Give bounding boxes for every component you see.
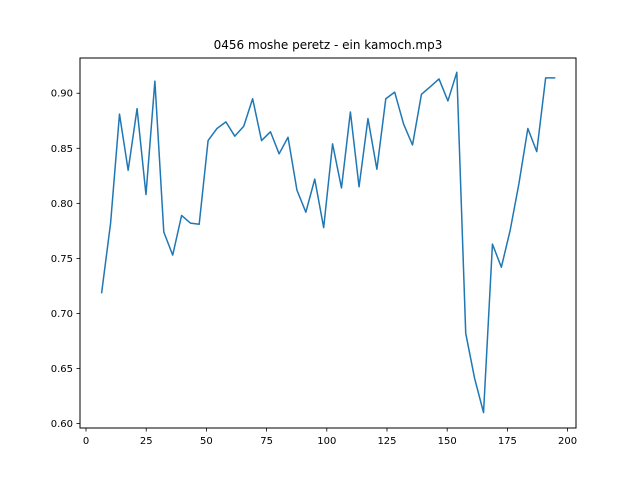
x-tick-label: 100 bbox=[317, 436, 336, 447]
data-layer bbox=[100, 71, 556, 414]
plot-frame bbox=[79, 57, 577, 429]
x-tick-label: 175 bbox=[498, 436, 517, 447]
y-tick-label: 0.60 bbox=[51, 419, 73, 430]
x-tick-label: 200 bbox=[558, 436, 577, 447]
y-tick-label: 0.65 bbox=[51, 364, 73, 375]
y-tick-label: 0.85 bbox=[51, 144, 73, 155]
x-tick-label: 0 bbox=[83, 436, 89, 447]
axes-layer: 0 25 50 75 100 125 150 175 200 0.60 0.65 0.70 0.75 0.… bbox=[51, 89, 577, 447]
y-tick-label: 0.70 bbox=[51, 309, 73, 320]
y-tick-label: 0.90 bbox=[51, 89, 73, 100]
y-tick-label: 0.75 bbox=[51, 254, 73, 265]
y-tick-label: 0.80 bbox=[51, 199, 73, 210]
x-tick-label: 50 bbox=[200, 436, 213, 447]
chart-title: 0456 moshe peretz - ein kamoch.mp3 bbox=[214, 38, 443, 52]
x-tick-label: 25 bbox=[140, 436, 153, 447]
plot-area bbox=[80, 58, 576, 428]
x-tick-label: 150 bbox=[438, 436, 457, 447]
series-line-0 bbox=[100, 71, 556, 414]
x-tick-label: 75 bbox=[260, 436, 273, 447]
x-tick-label: 125 bbox=[377, 436, 396, 447]
